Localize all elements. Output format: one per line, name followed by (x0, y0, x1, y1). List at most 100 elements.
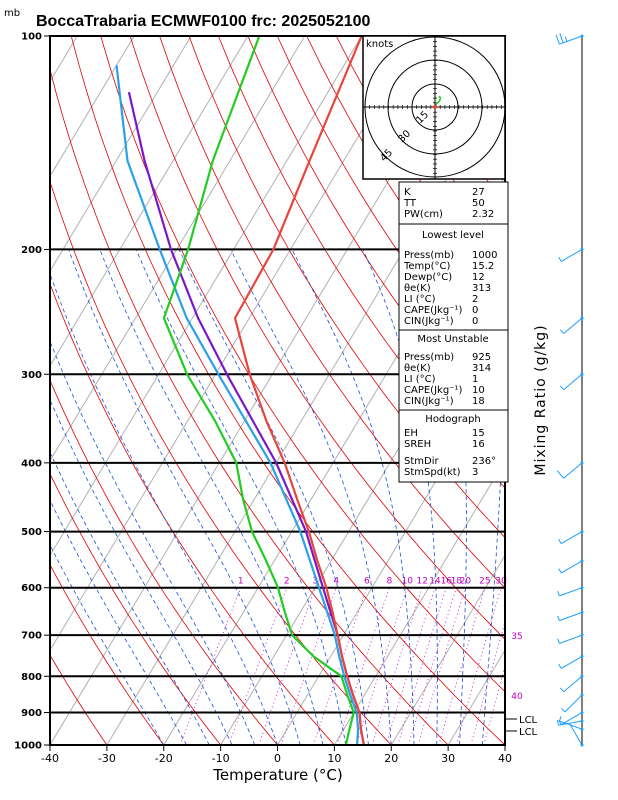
pressure-tick-label: 500 (21, 527, 42, 538)
lowest-level-label: Dewp(°C) (404, 272, 452, 283)
lcl-markers: LCL LCL (505, 715, 538, 738)
mixing-ratio-label: 3 (312, 577, 318, 587)
lowest-level-value: 313 (472, 283, 491, 294)
wind-barb-half-flag (557, 615, 560, 621)
wind-barb-staff (563, 675, 583, 693)
wind-barb (560, 316, 584, 334)
index-value: 50 (472, 198, 485, 209)
moist-adiabat-line (178, 249, 369, 745)
temperature-tick-label: -40 (41, 752, 59, 765)
hodograph-ring-15 (411, 83, 459, 131)
lowest-level-value: 15.2 (472, 261, 494, 272)
dry-adiabat-line (50, 282, 335, 745)
dry-adiabat-line (50, 67, 449, 745)
wind-barb-flag (559, 33, 564, 43)
wind-barb-staff (560, 248, 583, 262)
lowest-level-label: Temp(°C) (403, 261, 451, 272)
wind-barb-half-flag (558, 719, 562, 725)
mixing-ratio-label: 20 (460, 577, 472, 587)
virtual-temperature-profile (115, 65, 360, 745)
indices-frame (398, 181, 509, 483)
dry-adiabat-line (129, 36, 505, 640)
hodograph-index-value: 236° (472, 456, 496, 467)
wind-barb-base (580, 654, 584, 658)
isotherm-line (390, 554, 505, 745)
most-unstable-label: Press(mb) (404, 352, 454, 363)
mixing-ratio-label: 12 (416, 577, 427, 587)
mixing-ratio-label: 25 (479, 577, 490, 587)
hodograph-index-label: StmDir (404, 456, 439, 467)
wind-barb-staff (569, 723, 583, 746)
dry-adiabat-line (70, 36, 505, 745)
most-unstable-value: 925 (472, 352, 491, 363)
hodograph-index-value: 15 (472, 428, 485, 439)
temperature-tick-label: -20 (155, 752, 173, 765)
wind-barb-half-flag (558, 568, 562, 574)
wind-barb (560, 372, 584, 391)
mixing-ratio-label: 2 (284, 577, 290, 587)
lowest-level-label: Press(mb) (404, 250, 454, 261)
wind-barbs (555, 33, 584, 747)
lowest-level-label: CAPE(Jkg⁻¹) (404, 305, 462, 316)
temperature-axis: -40 -30 -20 -10 0 10 20 30 40 (41, 745, 512, 765)
temperature-tick-label: -10 (212, 752, 230, 765)
wind-barb-base (580, 633, 584, 637)
wind-barb-half-flag (558, 538, 562, 544)
lowest-level-label: LI (°C) (404, 294, 436, 305)
lowest-level-label: CIN(Jkg⁻¹) (404, 316, 454, 327)
most-unstable-label: CIN(Jkg⁻¹) (404, 396, 454, 407)
hodograph-inset: knots 15 30 45 (362, 35, 506, 180)
wind-barb-base (580, 316, 584, 320)
index-label: PW(cm) (404, 209, 443, 220)
wind-barb-half-flag (558, 663, 562, 669)
wind-barb (569, 723, 584, 747)
wind-barb (558, 530, 584, 545)
temperature-tick-label: 0 (274, 752, 281, 765)
hodograph-index-label: StmSpd(kt) (404, 467, 461, 478)
dry-adiabat-line (50, 654, 108, 745)
wind-barb-half-flag (558, 256, 562, 262)
index-label: K (404, 187, 411, 198)
moist-adiabat-line (50, 272, 278, 745)
moist-adiabat-line (99, 249, 324, 745)
hodograph-index-value: 16 (472, 439, 485, 450)
hodograph-ring-30 (387, 59, 483, 155)
wind-barb-base (580, 719, 584, 723)
wind-barb (557, 610, 584, 622)
lowest-level-heading: Lowest level (422, 230, 484, 241)
pressure-tick-label: 300 (21, 370, 42, 381)
wind-barb-staff (563, 317, 583, 334)
pressure-tick-label: 1000 (14, 741, 42, 752)
wind-barb (558, 559, 584, 574)
wind-barb (558, 716, 584, 731)
wind-barb-half-flag (560, 687, 564, 693)
wind-barb-staff (559, 611, 583, 622)
wind-barb-staff (559, 720, 583, 730)
hodograph-line (434, 95, 442, 108)
most-unstable-label: LI (°C) (404, 374, 436, 385)
pressure-tick-label: 700 (21, 631, 42, 642)
isotherm-line (0, 36, 20, 745)
lowest-level-value: 1000 (472, 250, 497, 261)
wind-barb-base (580, 743, 584, 747)
pressure-tick-label: 100 (21, 32, 42, 43)
lcl-label-1: LCL (519, 715, 538, 726)
wind-barb-base (580, 34, 584, 38)
moist-adiabat-line (50, 499, 187, 745)
temperature-tick-label: 30 (441, 752, 455, 765)
wind-barb-staff (559, 35, 583, 45)
lcl-label-2: LCL (519, 727, 538, 738)
sounding-profiles (115, 36, 365, 745)
isotherm-line (50, 36, 249, 367)
wind-barb-staff (559, 634, 583, 644)
wind-barb-staff (563, 462, 583, 479)
most-unstable-value: 18 (472, 396, 485, 407)
moist-adiabat-line (50, 544, 165, 745)
isotherm-line (50, 36, 363, 557)
pressure-tick-label: 200 (21, 245, 42, 256)
pressure-unit-label: mb (4, 8, 20, 19)
dry-adiabat-line (159, 36, 505, 589)
wind-barb-staff (559, 587, 583, 597)
hodograph-index-label: EH (404, 428, 418, 439)
wind-barb (555, 33, 584, 45)
